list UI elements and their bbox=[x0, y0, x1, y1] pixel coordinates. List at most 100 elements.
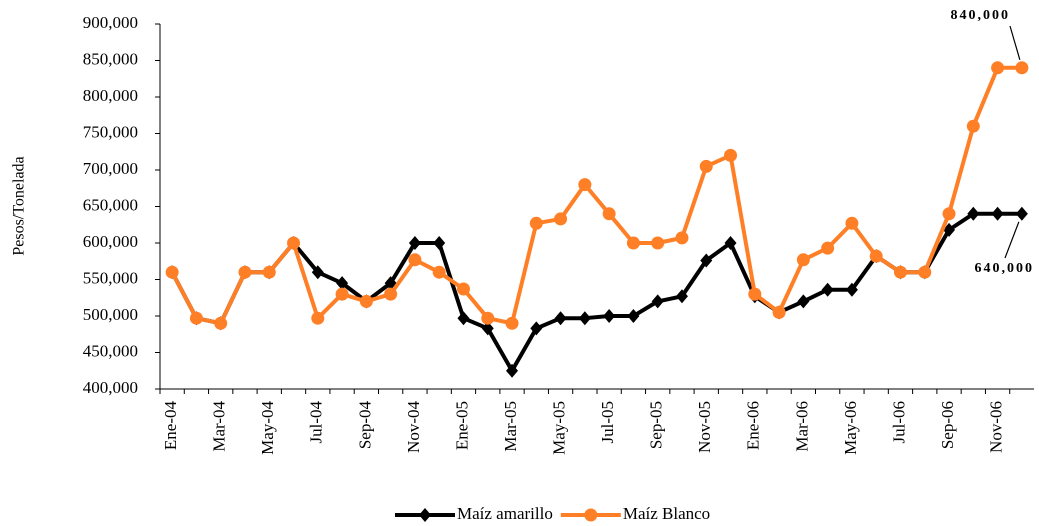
x-tick-label: Nov-06 bbox=[986, 401, 1005, 453]
x-tick-label: Ene-06 bbox=[744, 401, 763, 450]
x-tick-label: Mar-06 bbox=[792, 401, 811, 452]
data-point bbox=[724, 236, 737, 250]
data-point bbox=[651, 236, 665, 250]
legend-label: Maíz Blanco bbox=[623, 504, 710, 523]
x-tick-label: Ene-05 bbox=[452, 401, 471, 450]
data-point bbox=[481, 321, 494, 336]
data-point bbox=[359, 294, 373, 308]
data-point bbox=[991, 61, 1005, 75]
y-tick-label: 650,000 bbox=[83, 195, 138, 214]
data-point bbox=[578, 311, 591, 326]
data-point bbox=[165, 265, 179, 279]
data-point bbox=[772, 305, 786, 319]
data-point bbox=[189, 311, 203, 325]
data-point bbox=[724, 148, 738, 162]
data-point bbox=[675, 231, 689, 245]
data-point bbox=[238, 265, 252, 279]
data-point bbox=[262, 265, 276, 279]
y-tick-label: 450,000 bbox=[83, 341, 138, 360]
data-point bbox=[456, 282, 470, 296]
data-point bbox=[893, 265, 907, 279]
data-point bbox=[1015, 61, 1029, 75]
y-tick-label: 800,000 bbox=[83, 86, 138, 105]
x-tick-label: Sep-06 bbox=[938, 401, 957, 449]
data-point bbox=[214, 316, 228, 330]
data-point bbox=[311, 311, 325, 325]
data-point bbox=[1015, 206, 1028, 221]
data-point bbox=[626, 236, 640, 250]
data-point bbox=[748, 287, 762, 301]
x-tick-label: May-04 bbox=[258, 401, 277, 455]
data-point bbox=[796, 253, 810, 267]
x-tick-label: May-06 bbox=[841, 401, 860, 455]
data-point bbox=[699, 159, 713, 173]
y-tick-label: 500,000 bbox=[83, 305, 138, 324]
data-point bbox=[384, 287, 398, 301]
legend-marker bbox=[584, 508, 598, 522]
data-point bbox=[651, 294, 664, 309]
data-point bbox=[869, 249, 883, 263]
data-point bbox=[432, 265, 446, 279]
data-point bbox=[700, 253, 713, 268]
data-point bbox=[845, 282, 858, 297]
x-tick-label: Jul-06 bbox=[889, 401, 908, 444]
data-point bbox=[675, 289, 688, 304]
data-point bbox=[942, 207, 956, 221]
data-point bbox=[602, 207, 616, 221]
annotation-arrow bbox=[1009, 25, 1021, 60]
data-point bbox=[408, 253, 422, 267]
data-point bbox=[529, 216, 543, 230]
data-point bbox=[966, 119, 980, 133]
y-tick-label: 850,000 bbox=[83, 49, 138, 68]
annotation: 840,000 bbox=[951, 8, 1011, 23]
data-point bbox=[797, 294, 810, 309]
data-point bbox=[627, 309, 640, 323]
data-point bbox=[967, 206, 980, 221]
data-point bbox=[821, 282, 834, 297]
x-tick-label: Jul-05 bbox=[598, 401, 617, 444]
data-point bbox=[554, 212, 568, 226]
data-point bbox=[481, 311, 495, 325]
data-point bbox=[506, 363, 519, 378]
data-point bbox=[554, 311, 567, 326]
annotation-arrow bbox=[1004, 221, 1020, 259]
data-point bbox=[530, 321, 543, 336]
data-point bbox=[578, 178, 592, 192]
data-point bbox=[433, 236, 446, 250]
data-point bbox=[918, 265, 932, 279]
x-tick-label: May-05 bbox=[549, 401, 568, 455]
series-line bbox=[170, 211, 1022, 373]
x-tick-label: Sep-04 bbox=[355, 401, 374, 450]
x-tick-label: Nov-05 bbox=[695, 401, 714, 453]
series-line bbox=[170, 65, 1022, 326]
data-point bbox=[991, 206, 1004, 221]
y-tick-label: 550,000 bbox=[83, 268, 138, 287]
x-tick-label: Sep-05 bbox=[647, 401, 666, 449]
y-tick-label: 400,000 bbox=[83, 378, 138, 397]
x-tick-label: Mar-05 bbox=[501, 401, 520, 452]
x-tick-label: Mar-04 bbox=[210, 401, 229, 452]
data-point bbox=[287, 236, 301, 250]
y-tick-label: 700,000 bbox=[83, 159, 138, 178]
annotation: 640,000 bbox=[975, 261, 1035, 276]
data-point bbox=[311, 265, 324, 280]
data-point bbox=[505, 316, 519, 330]
data-point bbox=[335, 287, 349, 301]
y-axis-label: Pesos/Tonelada bbox=[11, 156, 28, 255]
y-tick-label: 900,000 bbox=[83, 13, 138, 32]
x-tick-label: Jul-04 bbox=[307, 401, 326, 444]
data-point bbox=[603, 309, 616, 323]
legend-label: Maíz amarillo bbox=[457, 504, 553, 523]
x-tick-label: Nov-04 bbox=[404, 401, 423, 453]
data-point bbox=[408, 236, 421, 250]
data-point bbox=[336, 276, 349, 291]
data-point bbox=[457, 311, 470, 326]
legend-marker bbox=[419, 508, 431, 522]
y-tick-label: 750,000 bbox=[83, 122, 138, 141]
y-tick-label: 600,000 bbox=[83, 232, 138, 251]
data-point bbox=[845, 216, 859, 230]
data-point bbox=[943, 222, 956, 237]
data-point bbox=[821, 241, 835, 255]
x-tick-label: Ene-04 bbox=[161, 401, 180, 451]
